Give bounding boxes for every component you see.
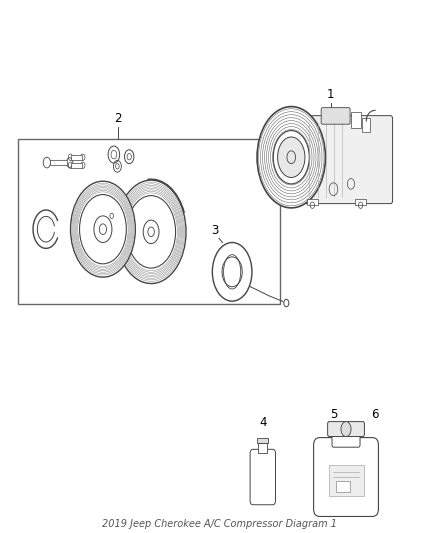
FancyBboxPatch shape: [314, 438, 378, 516]
Ellipse shape: [116, 180, 186, 284]
Text: 6: 6: [371, 408, 378, 421]
Ellipse shape: [212, 243, 252, 301]
Ellipse shape: [273, 131, 309, 184]
FancyBboxPatch shape: [321, 108, 350, 124]
FancyBboxPatch shape: [250, 449, 276, 505]
FancyBboxPatch shape: [328, 422, 364, 437]
Bar: [362, 118, 370, 132]
Bar: [355, 199, 366, 205]
Bar: [307, 199, 318, 205]
Text: 4: 4: [259, 416, 267, 429]
Text: 2019 Jeep Cherokee A/C Compressor Diagram 1: 2019 Jeep Cherokee A/C Compressor Diagra…: [102, 519, 336, 529]
Text: 5: 5: [330, 408, 337, 421]
Bar: [71, 155, 82, 160]
Bar: [258, 443, 267, 453]
Bar: [18, 139, 280, 304]
Bar: [328, 465, 364, 496]
FancyBboxPatch shape: [300, 116, 392, 204]
Bar: [351, 112, 360, 128]
Text: 2: 2: [114, 112, 122, 125]
Bar: [71, 163, 82, 168]
Bar: [50, 160, 67, 165]
Ellipse shape: [278, 137, 305, 177]
Ellipse shape: [341, 422, 351, 437]
Bar: [336, 481, 350, 492]
Text: 3: 3: [211, 224, 218, 237]
FancyBboxPatch shape: [332, 431, 360, 447]
Ellipse shape: [71, 181, 135, 277]
Ellipse shape: [257, 107, 325, 208]
Text: 1: 1: [327, 88, 335, 101]
Bar: [257, 438, 268, 443]
